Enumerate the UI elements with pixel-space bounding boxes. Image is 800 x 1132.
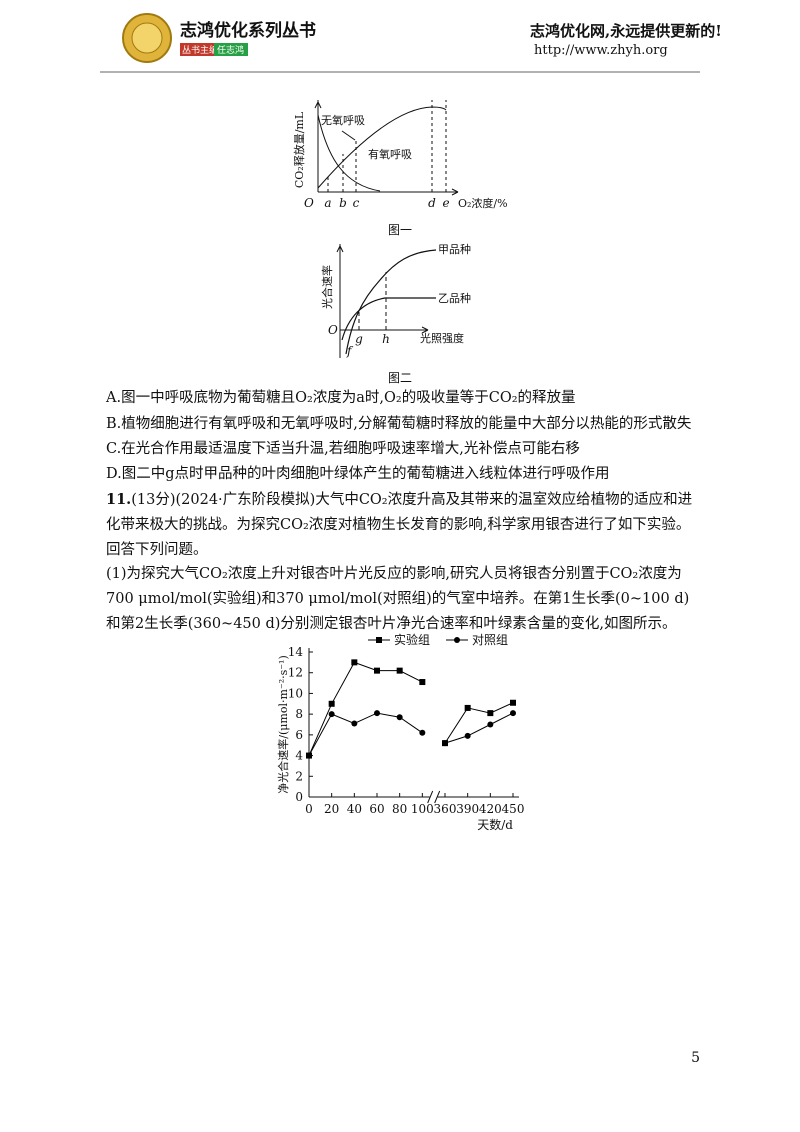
y-tick-label: 10 [288, 686, 303, 700]
y-tick-label: 8 [295, 707, 303, 721]
curve-label: 无氧呼吸 [321, 113, 365, 127]
curve-a [345, 249, 437, 355]
y-tick-label: 4 [295, 749, 303, 763]
curve-label: 甲品种 [438, 242, 471, 256]
y-tick-label: 6 [295, 728, 303, 742]
legend-marker [376, 637, 382, 643]
point [396, 714, 403, 721]
point [510, 710, 516, 717]
x-mark: b [339, 196, 347, 210]
x-tick-label: 450 [502, 802, 525, 816]
figure-1 [314, 100, 459, 196]
y-label: 光合速率 [320, 265, 334, 309]
point [328, 711, 335, 718]
curve-label: 乙品种 [438, 291, 471, 305]
x-tick-label: 100 [411, 802, 434, 816]
x-tick-label: 0 [305, 802, 313, 816]
axis-break [427, 790, 441, 804]
x-tick-label: 40 [347, 802, 362, 816]
option: A.图一中呼吸底物为葡萄糖且O₂浓度为a时,O₂的吸收量等于CO₂的释放量 [106, 390, 576, 406]
legend-marker [454, 637, 460, 643]
curve-label: 有氧呼吸 [368, 147, 412, 161]
x-tick-label: 80 [392, 802, 407, 816]
axis-break-gap [429, 791, 438, 803]
x-tick-label: 60 [369, 802, 384, 816]
point [351, 720, 358, 727]
point [464, 732, 471, 739]
curve-aerobic [317, 106, 447, 189]
y-tick-label: 0 [295, 790, 303, 804]
question-number: 11. [106, 491, 132, 508]
question-part: (1)为探究大气CO₂浓度上升对银杏叶片光反应的影响,研究人员将银杏分别置于CO… [106, 566, 690, 632]
point [510, 699, 516, 706]
point [419, 729, 426, 736]
legend-label: 对照组 [472, 633, 508, 647]
point [374, 710, 380, 717]
x-mark: e [442, 196, 449, 210]
guides [327, 100, 447, 192]
x-mark: g [355, 332, 363, 346]
y-tick-label: 12 [288, 666, 303, 680]
figure-2 [336, 244, 437, 358]
y-axis-label: 净光合速率/(μmol·m⁻²·s⁻¹) [276, 655, 290, 794]
guides [358, 272, 387, 330]
option: D.图二中g点时甲品种的叶肉细胞叶绿体产生的葡萄糖进入线粒体进行呼吸作用 [106, 466, 610, 482]
point [306, 752, 312, 759]
point [419, 679, 426, 686]
x-tick-label: 20 [324, 802, 339, 816]
x-mark: c [353, 196, 360, 210]
point [351, 659, 358, 666]
series-line [444, 712, 514, 744]
curve-anaerobic [317, 114, 381, 192]
origin: O [328, 323, 338, 337]
y-label: CO₂释放量/mL [292, 111, 306, 188]
x-mark: a [324, 196, 331, 210]
editor-label: 丛书主编 [182, 44, 218, 56]
origin: O [304, 196, 314, 210]
leader [341, 130, 356, 141]
x-tick-label: 360 [434, 802, 457, 816]
series-line [444, 702, 514, 744]
option: C.在光合作用最适温度下适当升温,若细胞呼吸速率增大,光补偿点可能右移 [106, 441, 580, 457]
page-number: 5 [691, 1050, 700, 1066]
curve-b [341, 297, 436, 341]
x-tick-label: 420 [479, 802, 502, 816]
legend-label: 实验组 [394, 632, 430, 647]
option: B.植物细胞进行有氧呼吸和无氧呼吸时,分解葡萄糖时释放的能量中大部分以热能的形式… [106, 416, 692, 432]
y-tick-label: 14 [288, 645, 304, 659]
url: http://www.zhyh.org [534, 43, 668, 58]
x-mark: d [428, 196, 436, 210]
x-axis-label: 天数/d [477, 817, 513, 832]
brand: 志鸿优化系列丛书 [180, 20, 316, 41]
caption: 图二 [388, 371, 412, 385]
point [328, 700, 335, 707]
y-tick-label: 2 [295, 769, 303, 783]
point [487, 710, 494, 717]
slogan: 志鸿优化网,永远提供更新的! [530, 22, 722, 40]
point [396, 667, 403, 674]
x-tick-label: 390 [456, 802, 479, 816]
question: 11.(13分)(2024·广东阶段模拟)大气中CO₂浓度升高及其带来的温室效应… [106, 487, 696, 563]
question-stem: (13分)(2024·广东阶段模拟)大气中CO₂浓度升高及其带来的温室效应给植物… [106, 492, 693, 558]
series-line [308, 661, 423, 756]
x-label: 光照强度 [420, 331, 464, 345]
logo-inner [131, 22, 163, 54]
y-mark: f [346, 344, 354, 358]
caption: 图一 [388, 223, 412, 237]
arrow [314, 101, 459, 196]
point [442, 740, 448, 747]
x-mark: h [382, 332, 390, 346]
point [487, 721, 494, 728]
editor: 任志鸿 [217, 44, 244, 56]
editor-box [214, 43, 248, 56]
point [374, 667, 380, 674]
point [464, 704, 471, 711]
editor-label-box [180, 43, 214, 56]
series-line [308, 712, 423, 756]
arrow [336, 245, 429, 334]
x-label: O₂浓度/% [458, 196, 508, 210]
